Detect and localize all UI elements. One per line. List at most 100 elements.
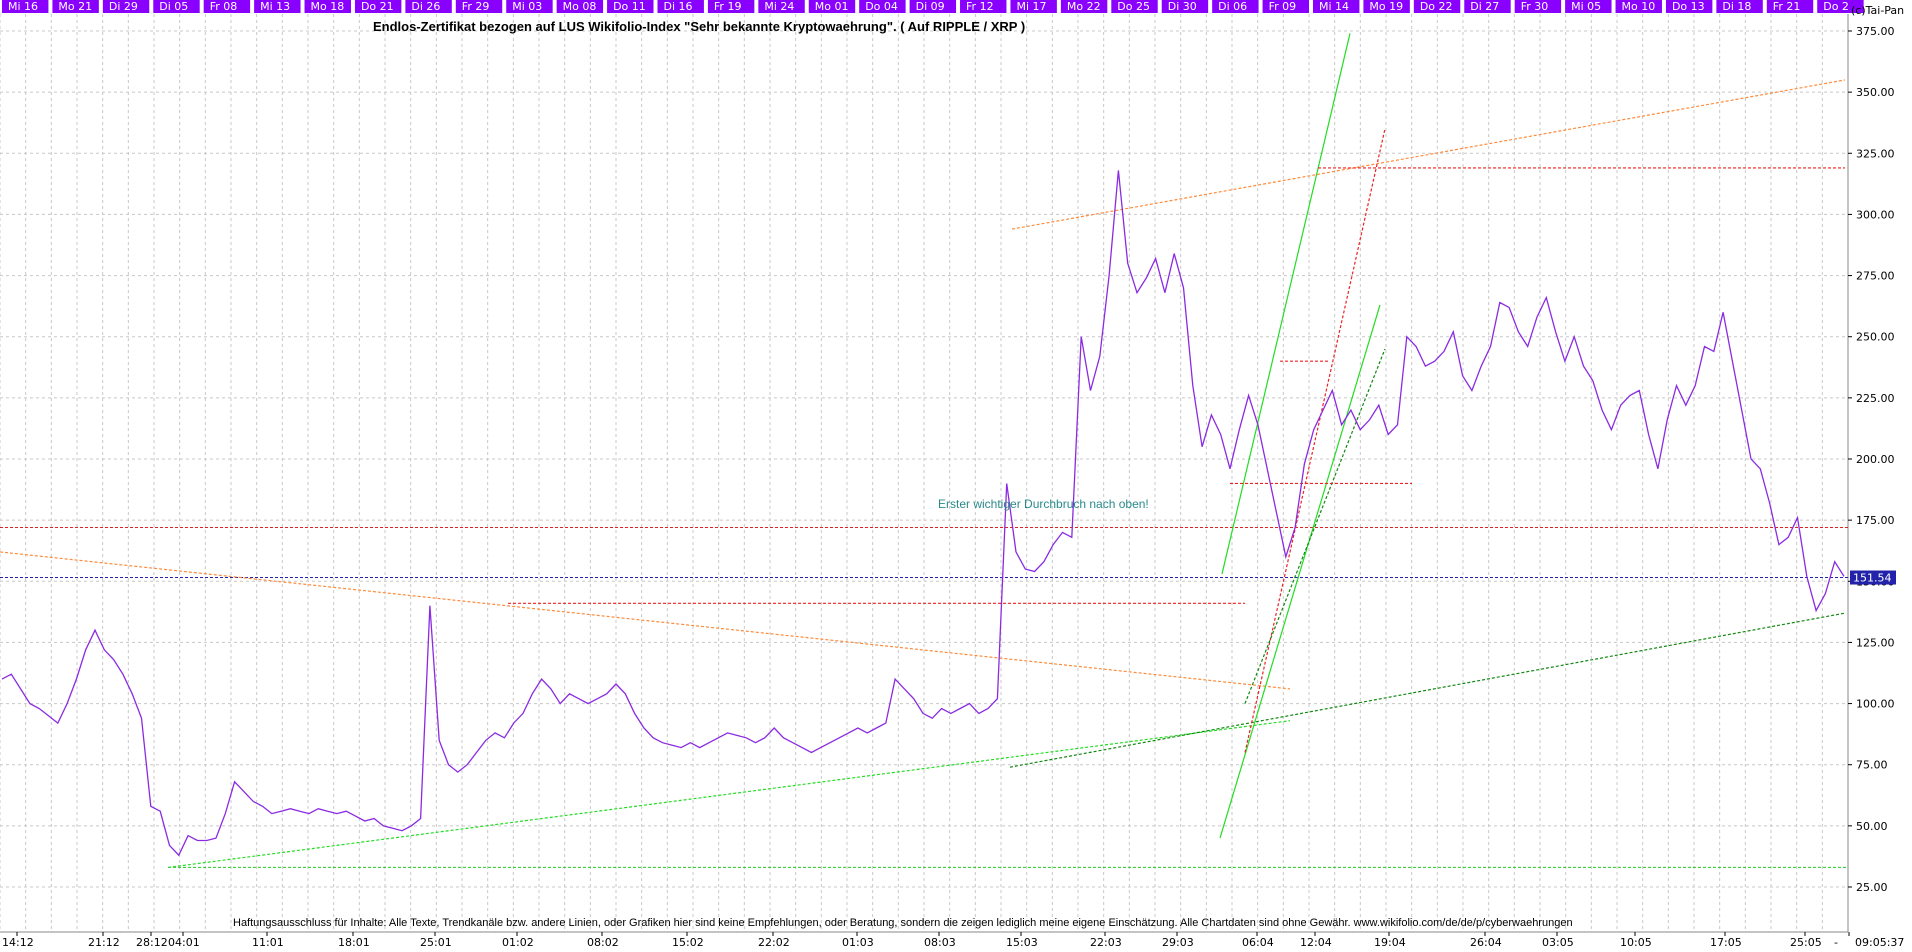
day-label: Do 04 [865,0,898,13]
day-label: Di 09 [916,0,945,13]
trend-line [1244,128,1386,753]
day-label-bg [1413,0,1461,13]
chart-grid [0,14,1849,933]
day-label: Di 27 [1470,0,1499,13]
x-tick-label: 17:05 [1710,936,1742,949]
day-label-bg [607,0,654,13]
day-label-bg [153,0,200,13]
trend-line [0,551,1291,690]
x-tick-label: 28:12 [136,936,168,949]
y-tick-label: 375.00 [1856,25,1895,38]
day-label: Mo 08 [563,0,597,13]
day-label-bg [1665,0,1713,13]
x-tick-label: 06:04 [1242,936,1274,949]
day-label-bg [556,0,604,13]
day-label: Mi 16 [8,0,38,13]
y-tick-label: 25.00 [1856,881,1888,894]
x-tick-label: 01:03 [842,936,874,949]
timestamp-label: 09:05:37 [1855,936,1904,949]
y-tick-label: 175.00 [1856,514,1895,527]
day-label-bg [1464,0,1511,13]
day-label: Di 26 [411,0,440,13]
day-label: Fr 19 [714,0,742,13]
x-tick-label: 18:01 [338,936,370,949]
day-label-bg [1060,0,1108,13]
x-tick-label: 12:04 [1300,936,1332,949]
x-axis: 14:12 21:12 28:12 04:01 11:01 18:01 25:01 01:02… [2,932,1850,949]
price-line [1,170,1845,857]
x-tick-label: 14:12 [2,936,34,949]
day-label: Fr 30 [1521,0,1549,13]
current-price-value: 151.54 [1853,572,1892,585]
day-label-bg [254,0,301,13]
x-tick-label: 22:03 [1090,936,1122,949]
day-label: Mi 17 [1016,0,1046,13]
day-label: Mi 13 [260,0,290,13]
day-label-bg [304,0,351,13]
y-tick-label: 50.00 [1856,820,1888,833]
trend-line [1244,348,1386,704]
day-label: Do 2 [1823,0,1849,13]
day-label-bg [405,0,452,13]
trend-line [1011,79,1846,230]
y-axis: 25.0050.0075.00100.00125.00150.00175.002… [1848,25,1895,894]
day-label: Di 30 [1168,0,1197,13]
day-label-bg [203,0,251,13]
disclaimer: Haftungsausschluss für Inhalte: Alle Tex… [233,917,1573,929]
day-label-bg [52,0,99,13]
copyright-label: (c)Tai-Pan [1851,4,1904,17]
x-tick-label: 08:03 [924,936,956,949]
y-tick-label: 225.00 [1856,392,1895,405]
day-label-bg [506,0,553,13]
x-tick-label: 08:02 [587,936,619,949]
day-label: Do 13 [1672,0,1705,13]
current-price-tag: 151.54 [1850,570,1896,585]
trend-lines [0,33,1846,869]
day-label-bg [1766,0,1814,13]
x-tick-label: 19:04 [1374,936,1406,949]
day-label: Mi 24 [764,0,794,13]
day-label-bg [1161,0,1209,13]
day-label: Do 11 [613,0,646,13]
x-tick-label: 15:02 [672,936,704,949]
x-tick-label: 04:01 [168,936,200,949]
day-label: Di 05 [159,0,188,13]
y-tick-label: 75.00 [1856,759,1888,772]
day-label: Do 22 [1420,0,1453,13]
day-label-bg [1363,0,1410,13]
day-label: Do 25 [1117,0,1150,13]
y-tick-label: 100.00 [1856,698,1895,711]
y-tick-label: 325.00 [1856,147,1895,160]
day-label-bg [960,0,1007,13]
day-label: Fr 08 [210,0,238,13]
x-tick-label: 29:03 [1162,936,1194,949]
day-label: Mi 03 [512,0,542,13]
day-label-bg [909,0,957,13]
day-label-bg [808,0,856,13]
day-label-bg [455,0,503,13]
day-label-bg [1111,0,1158,13]
day-label-bg [102,0,150,13]
day-label: Do 21 [361,0,394,13]
day-label-bg [859,0,906,13]
x-tick-label: 11:01 [252,936,284,949]
current-price-tag-bg [1850,570,1896,585]
day-label: Mo 10 [1622,0,1656,13]
day-label: Fr 21 [1773,0,1801,13]
day-label-bg [657,0,704,13]
day-label-bg [1565,0,1612,13]
day-label: Di 16 [663,0,692,13]
trend-line [1219,304,1381,839]
day-label-bg [1262,0,1309,13]
day-label: Mo 01 [815,0,849,13]
y-tick-label: 275.00 [1856,270,1895,283]
breakout-note: Erster wichtiger Durchbruch nach oben! [938,497,1149,511]
x-tick-label: 15:03 [1006,936,1038,949]
chart-title: Endlos-Zertifikat bezogen auf LUS Wikifo… [373,19,1025,34]
trend-line [167,720,1291,869]
x-tick-label: 10:05 [1620,936,1652,949]
trend-line [1221,33,1351,575]
day-label-bg [354,0,402,13]
day-label-bg [758,0,805,13]
